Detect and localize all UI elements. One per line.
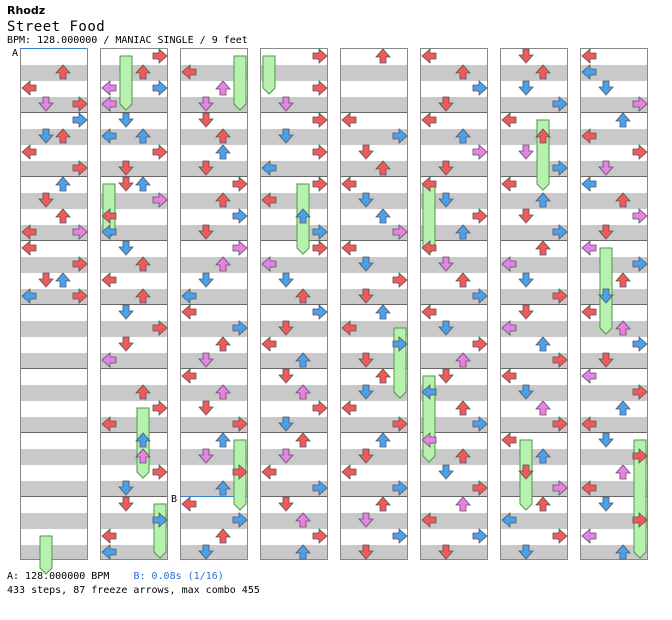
- measure-line: [501, 176, 567, 177]
- measure-line: [421, 368, 487, 369]
- measure-line: [261, 112, 327, 113]
- chart-info: BPM: 128.000000 / MANIAC SINGLE / 9 feet: [7, 35, 248, 46]
- measure-line: [181, 240, 247, 241]
- measure-line: [581, 432, 647, 433]
- measure-line: [101, 368, 167, 369]
- measure-line: [21, 432, 87, 433]
- measure-line: [421, 496, 487, 497]
- marker-a: A: [12, 48, 19, 59]
- measure-line: [581, 176, 647, 177]
- measure-line: [501, 368, 567, 369]
- measure-line: [501, 432, 567, 433]
- measure-line: [261, 240, 327, 241]
- measure-line: [581, 368, 647, 369]
- measure-line: [101, 112, 167, 113]
- measure-line: [101, 496, 167, 497]
- marker-b: B: [171, 494, 178, 505]
- footer-timing: A: 128.000000 BPM B: 0.08s (1/16): [7, 571, 224, 582]
- measure-line: [21, 176, 87, 177]
- chart-column: [500, 48, 568, 560]
- measure-line: [261, 368, 327, 369]
- measure-line: [101, 176, 167, 177]
- measure-line: [341, 496, 407, 497]
- chart-column: [340, 48, 408, 560]
- footer-stats: 433 steps, 87 freeze arrows, max combo 4…: [7, 585, 260, 596]
- footer-stop-b: B: 0.08s (1/16): [133, 571, 224, 582]
- start-line: [20, 48, 86, 49]
- measure-line: [101, 304, 167, 305]
- artist-name: Rhodz: [7, 4, 46, 17]
- measure-line: [341, 432, 407, 433]
- measure-line: [501, 496, 567, 497]
- measure-line: [581, 112, 647, 113]
- measure-line: [341, 112, 407, 113]
- measure-line: [581, 240, 647, 241]
- measure-line: [341, 368, 407, 369]
- measure-line: [101, 432, 167, 433]
- measure-line: [421, 432, 487, 433]
- measure-line: [181, 432, 247, 433]
- measure-line: [21, 304, 87, 305]
- measure-line: [421, 304, 487, 305]
- chart-column: [20, 48, 88, 560]
- measure-line: [261, 432, 327, 433]
- measure-line: [421, 112, 487, 113]
- measure-line: [181, 112, 247, 113]
- footer-bpm-a: A: 128.000000 BPM: [7, 571, 110, 582]
- measure-line: [581, 496, 647, 497]
- chart-column: [180, 48, 248, 560]
- measure-line: [501, 112, 567, 113]
- measure-line: [21, 240, 87, 241]
- measure-line: [341, 176, 407, 177]
- bpm-change-line: [181, 496, 247, 497]
- measure-line: [181, 368, 247, 369]
- chart-column: [420, 48, 488, 560]
- measure-line: [421, 240, 487, 241]
- measure-line: [21, 368, 87, 369]
- song-title: Street Food: [7, 19, 106, 35]
- measure-line: [501, 304, 567, 305]
- measure-line: [581, 304, 647, 305]
- measure-line: [181, 176, 247, 177]
- measure-line: [101, 240, 167, 241]
- measure-line: [261, 176, 327, 177]
- measure-line: [261, 304, 327, 305]
- measure-line: [21, 496, 87, 497]
- chart-column: [580, 48, 648, 560]
- chart-column: [260, 48, 328, 560]
- measure-line: [181, 304, 247, 305]
- measure-line: [341, 240, 407, 241]
- measure-line: [341, 304, 407, 305]
- chart-column: [100, 48, 168, 560]
- measure-line: [21, 112, 87, 113]
- measure-line: [421, 176, 487, 177]
- measure-line: [261, 496, 327, 497]
- measure-line: [501, 240, 567, 241]
